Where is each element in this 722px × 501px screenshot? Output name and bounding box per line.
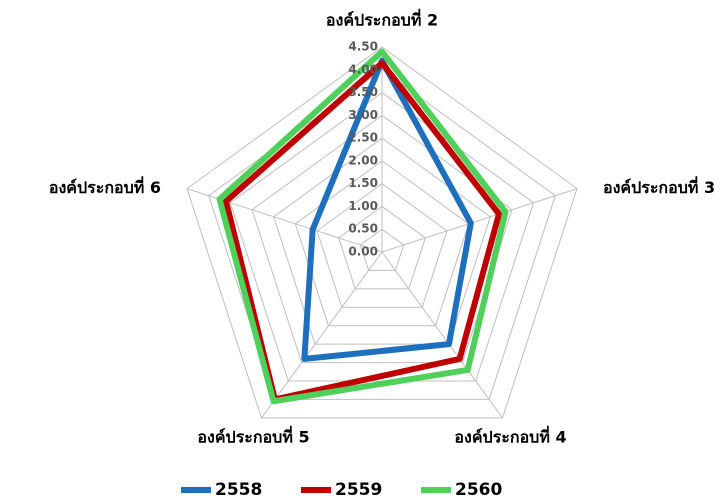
tick-label: 3.50 bbox=[348, 85, 378, 99]
tick-label: 4.50 bbox=[348, 40, 378, 54]
grid-ring bbox=[359, 228, 405, 271]
axis-label: องค์ประกอบที่ 2 bbox=[326, 9, 438, 30]
grid-ring bbox=[316, 183, 448, 308]
tick-label: 2.00 bbox=[348, 153, 378, 167]
axis-label: องค์ประกอบที่ 4 bbox=[454, 425, 566, 446]
axis-label: องค์ประกอบที่ 3 bbox=[603, 176, 715, 197]
tick-label: 2.50 bbox=[348, 131, 378, 145]
axis-label: องค์ประกอบที่ 6 bbox=[49, 176, 161, 197]
grid-ring bbox=[208, 69, 556, 400]
legend-label: 2559 bbox=[335, 480, 382, 500]
spoke bbox=[381, 188, 578, 253]
grid-ring bbox=[273, 137, 491, 345]
legend-label: 2558 bbox=[215, 480, 262, 500]
legend-label: 2560 bbox=[455, 480, 502, 500]
tick-label: 1.50 bbox=[348, 176, 378, 190]
tick-label: 3.00 bbox=[348, 108, 378, 122]
grid-ring bbox=[294, 160, 470, 327]
axis-label: องค์ประกอบที่ 5 bbox=[197, 425, 309, 446]
spoke bbox=[261, 251, 383, 419]
series-line bbox=[223, 59, 502, 403]
tick-label: 0.50 bbox=[348, 222, 378, 236]
series-line bbox=[301, 57, 474, 362]
grid-ring bbox=[338, 205, 426, 290]
tick-label: 0.00 bbox=[348, 245, 378, 259]
tick-label: 1.00 bbox=[348, 199, 378, 213]
spoke bbox=[381, 251, 503, 419]
series-line bbox=[216, 48, 509, 405]
tick-label: 4.00 bbox=[348, 62, 378, 76]
grid-ring bbox=[186, 46, 578, 419]
